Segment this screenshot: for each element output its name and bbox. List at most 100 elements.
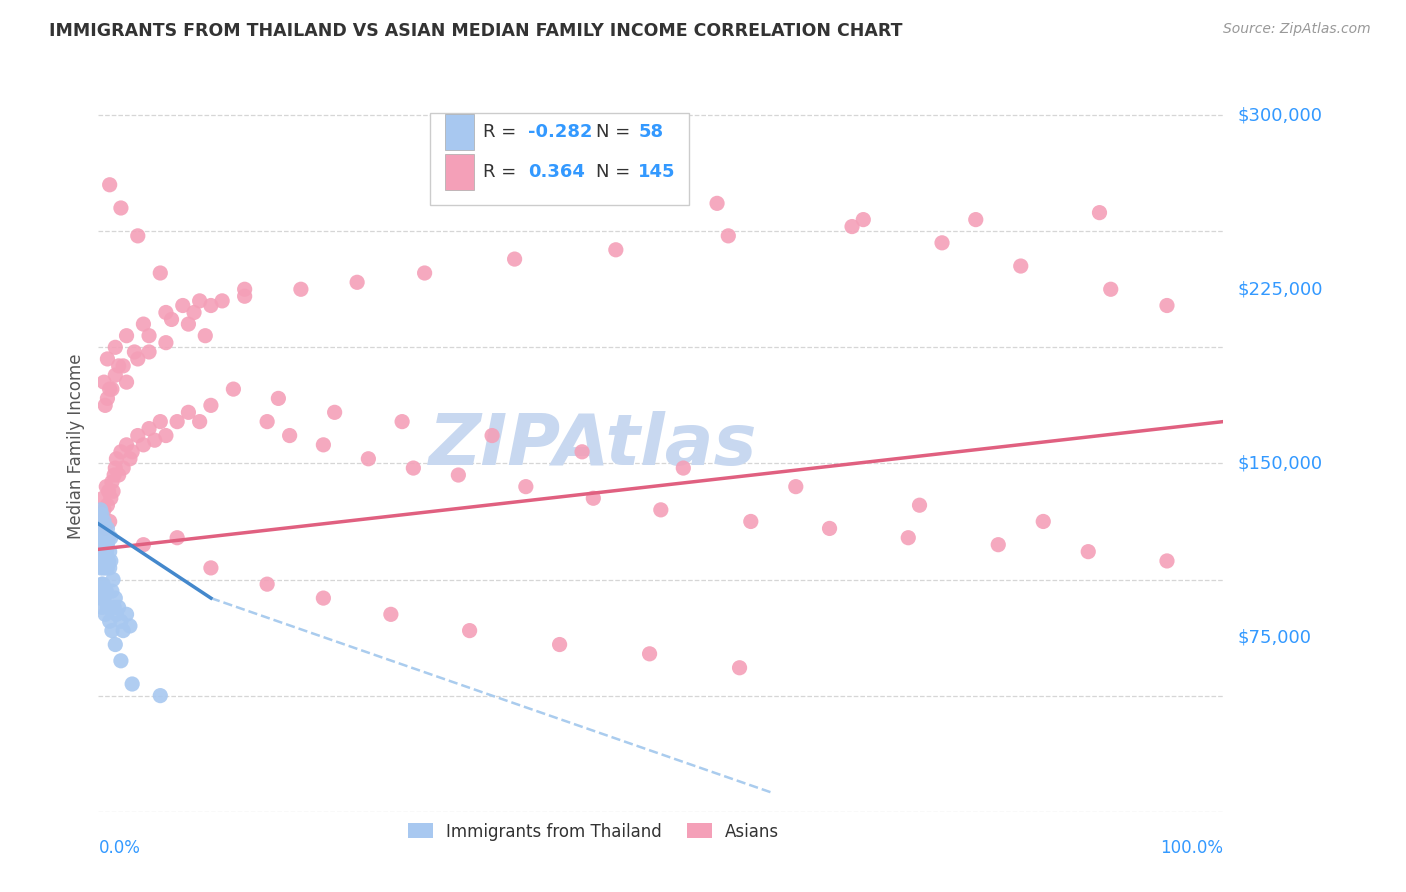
Point xyxy=(582,491,605,506)
Point xyxy=(166,531,188,545)
Point xyxy=(200,398,222,412)
Point xyxy=(94,521,117,535)
Point xyxy=(402,461,425,475)
Point xyxy=(90,526,112,541)
Point xyxy=(101,475,124,489)
Text: $75,000: $75,000 xyxy=(1237,629,1312,647)
Point xyxy=(852,212,875,227)
Point xyxy=(96,531,118,545)
Point xyxy=(1032,515,1054,529)
Point xyxy=(98,615,121,629)
Point xyxy=(96,544,118,558)
Point xyxy=(233,289,256,303)
Point xyxy=(312,438,335,452)
Point xyxy=(127,351,149,366)
Point xyxy=(96,561,118,575)
Text: $225,000: $225,000 xyxy=(1237,280,1323,298)
Point xyxy=(93,515,115,529)
Text: R =: R = xyxy=(484,123,522,141)
Point xyxy=(1156,299,1178,313)
Point xyxy=(98,544,121,558)
Point xyxy=(413,266,436,280)
Point xyxy=(110,615,132,629)
Point xyxy=(447,468,470,483)
Point xyxy=(90,591,112,606)
Point xyxy=(101,484,124,499)
Point xyxy=(110,654,132,668)
Text: IMMIGRANTS FROM THAILAND VS ASIAN MEDIAN FAMILY INCOME CORRELATION CHART: IMMIGRANTS FROM THAILAND VS ASIAN MEDIAN… xyxy=(49,22,903,40)
Point xyxy=(740,515,762,529)
Point xyxy=(118,619,141,633)
Point xyxy=(89,531,111,545)
Point xyxy=(188,415,211,429)
Point xyxy=(481,428,503,442)
Point xyxy=(96,480,118,494)
Point xyxy=(357,451,380,466)
Point xyxy=(101,382,124,396)
Point xyxy=(278,428,301,442)
Point xyxy=(177,405,200,419)
Point xyxy=(91,561,114,575)
Point xyxy=(96,498,118,512)
Point xyxy=(638,647,661,661)
Point xyxy=(127,428,149,442)
FancyBboxPatch shape xyxy=(430,113,689,204)
Point xyxy=(105,451,128,466)
Point xyxy=(155,305,177,319)
Point xyxy=(391,415,413,429)
Point xyxy=(90,561,112,575)
Point xyxy=(107,468,129,483)
Point xyxy=(503,252,526,266)
Text: $150,000: $150,000 xyxy=(1237,454,1322,473)
Point xyxy=(211,293,233,308)
Text: ZIPAtlas: ZIPAtlas xyxy=(429,411,758,481)
Point xyxy=(98,382,121,396)
FancyBboxPatch shape xyxy=(444,114,474,150)
Text: $300,000: $300,000 xyxy=(1237,106,1322,124)
Point xyxy=(346,275,368,289)
Point xyxy=(90,600,112,615)
Point xyxy=(143,433,166,447)
Point xyxy=(194,328,217,343)
Text: 145: 145 xyxy=(638,163,676,181)
Point xyxy=(96,392,118,406)
Point xyxy=(222,382,245,396)
FancyBboxPatch shape xyxy=(444,154,474,190)
Text: 100.0%: 100.0% xyxy=(1160,839,1223,857)
Point xyxy=(1088,205,1111,219)
Text: 0.0%: 0.0% xyxy=(98,839,141,857)
Point xyxy=(97,554,120,568)
Point xyxy=(118,451,141,466)
Text: 0.364: 0.364 xyxy=(529,163,585,181)
Point xyxy=(256,415,278,429)
Point xyxy=(290,282,312,296)
Point xyxy=(90,577,112,591)
Point xyxy=(94,398,117,412)
Point xyxy=(149,415,172,429)
Point xyxy=(90,515,112,529)
Point xyxy=(785,480,807,494)
Point xyxy=(97,531,120,545)
Point xyxy=(458,624,481,638)
Point xyxy=(1010,259,1032,273)
Point xyxy=(717,228,740,243)
Point xyxy=(100,491,122,506)
Point xyxy=(1099,282,1122,296)
Point xyxy=(200,299,222,313)
Point xyxy=(160,312,183,326)
Point xyxy=(672,461,695,475)
Point xyxy=(96,554,118,568)
Text: R =: R = xyxy=(484,163,522,181)
Point xyxy=(100,531,122,545)
Point xyxy=(149,689,172,703)
Point xyxy=(132,317,155,331)
Point xyxy=(96,584,118,599)
Point xyxy=(138,421,160,435)
Point xyxy=(571,445,593,459)
Point xyxy=(96,351,118,366)
Point xyxy=(121,677,143,691)
Point xyxy=(101,624,124,638)
Point xyxy=(90,503,112,517)
Point xyxy=(818,521,841,535)
Point xyxy=(104,368,127,383)
